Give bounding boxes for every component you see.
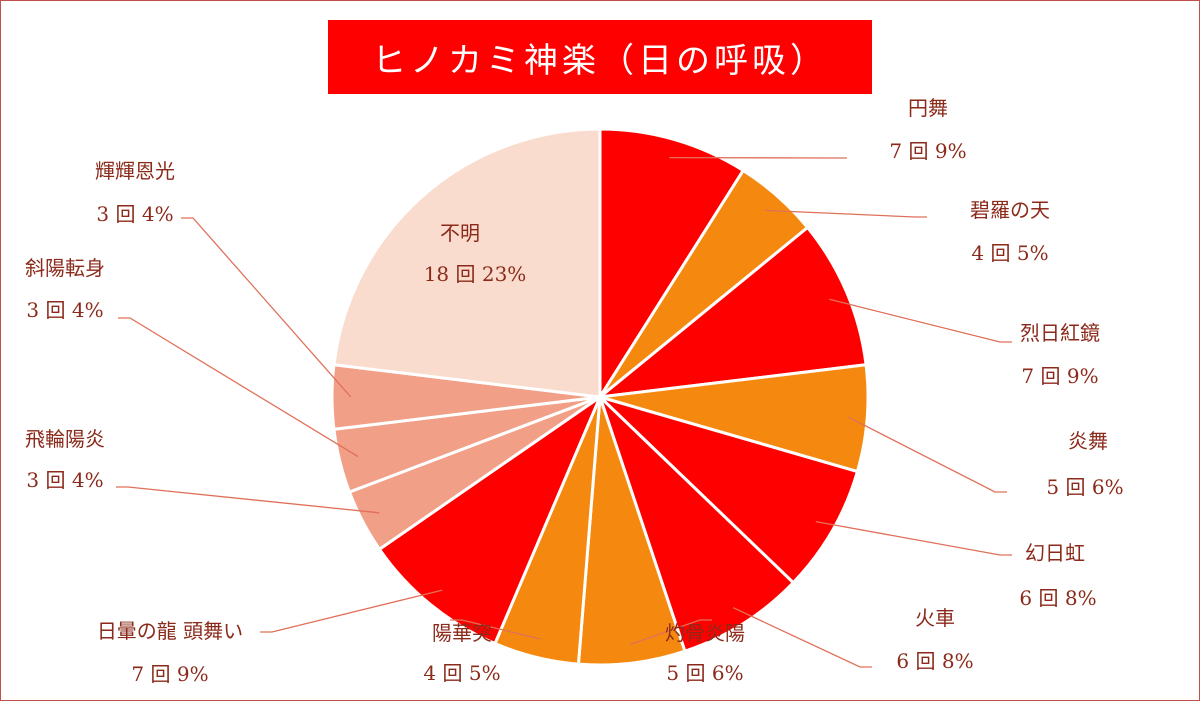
slice-value-label: 7 回 9% <box>889 139 966 163</box>
pie-slice-1 <box>598 127 746 403</box>
slice-value-label: 5 回 6% <box>666 661 743 685</box>
pie-slice-9 <box>377 392 604 646</box>
pie-slice-3 <box>595 225 868 400</box>
slice-value-label: 7 回 9% <box>131 662 208 686</box>
slice-value-label: 4 回 5% <box>423 661 500 685</box>
slice-name-label: 円舞 <box>908 96 948 120</box>
slice-value-label: 18 回 23% <box>424 262 527 286</box>
slice-name-label: 灼骨炎陽 <box>665 621 745 645</box>
leader-line-6 <box>732 607 872 668</box>
leader-line-8 <box>450 619 541 640</box>
leader-line-3 <box>829 298 1012 343</box>
slice-value-label: 3 回 4% <box>96 202 173 226</box>
slice-value-label: 6 回 8% <box>1019 586 1096 610</box>
leader-line-2 <box>765 209 927 218</box>
slice-value-label: 5 回 6% <box>1046 475 1123 499</box>
pie-slice-5 <box>598 395 860 585</box>
leader-line-9 <box>260 589 443 633</box>
slice-value-label: 3 回 4% <box>26 298 103 322</box>
leader-line-5 <box>815 520 1012 556</box>
leader-line-7 <box>629 619 712 646</box>
pie-slice-6 <box>598 395 796 654</box>
leader-line-12 <box>181 217 352 398</box>
slice-name-label: 火車 <box>915 606 955 630</box>
slice-name-label: 碧羅の天 <box>970 198 1050 222</box>
slice-name-label: 輝輝恩光 <box>95 159 175 183</box>
slice-value-label: 7 回 9% <box>1021 364 1098 388</box>
slice-name-label: 不明 <box>440 221 480 245</box>
slice-name-label: 烈日紅鏡 <box>1020 321 1100 345</box>
slice-name-label: 飛輪陽炎 <box>25 427 105 451</box>
pie-slice-13 <box>332 127 602 399</box>
leader-line-4 <box>848 416 1007 493</box>
leader-line-10 <box>116 486 380 514</box>
slice-name-label: 炎舞 <box>1068 429 1108 453</box>
chart-title: ヒノカミ神楽（日の呼吸） <box>372 40 828 81</box>
slice-value-label: 3 回 4% <box>26 468 103 492</box>
chart-title-box: ヒノカミ神楽（日の呼吸） <box>328 20 872 94</box>
slice-name-label: 陽華突 <box>432 621 492 645</box>
slice-name-label: 幻日虹 <box>1025 541 1085 565</box>
slice-value-label: 4 回 5% <box>971 241 1048 265</box>
leader-line-11 <box>118 317 359 458</box>
slice-value-label: 6 回 8% <box>896 649 973 673</box>
slice-name-label: 斜陽転身 <box>25 256 105 280</box>
slice-name-label: 日暈の龍 頭舞い <box>97 619 243 643</box>
